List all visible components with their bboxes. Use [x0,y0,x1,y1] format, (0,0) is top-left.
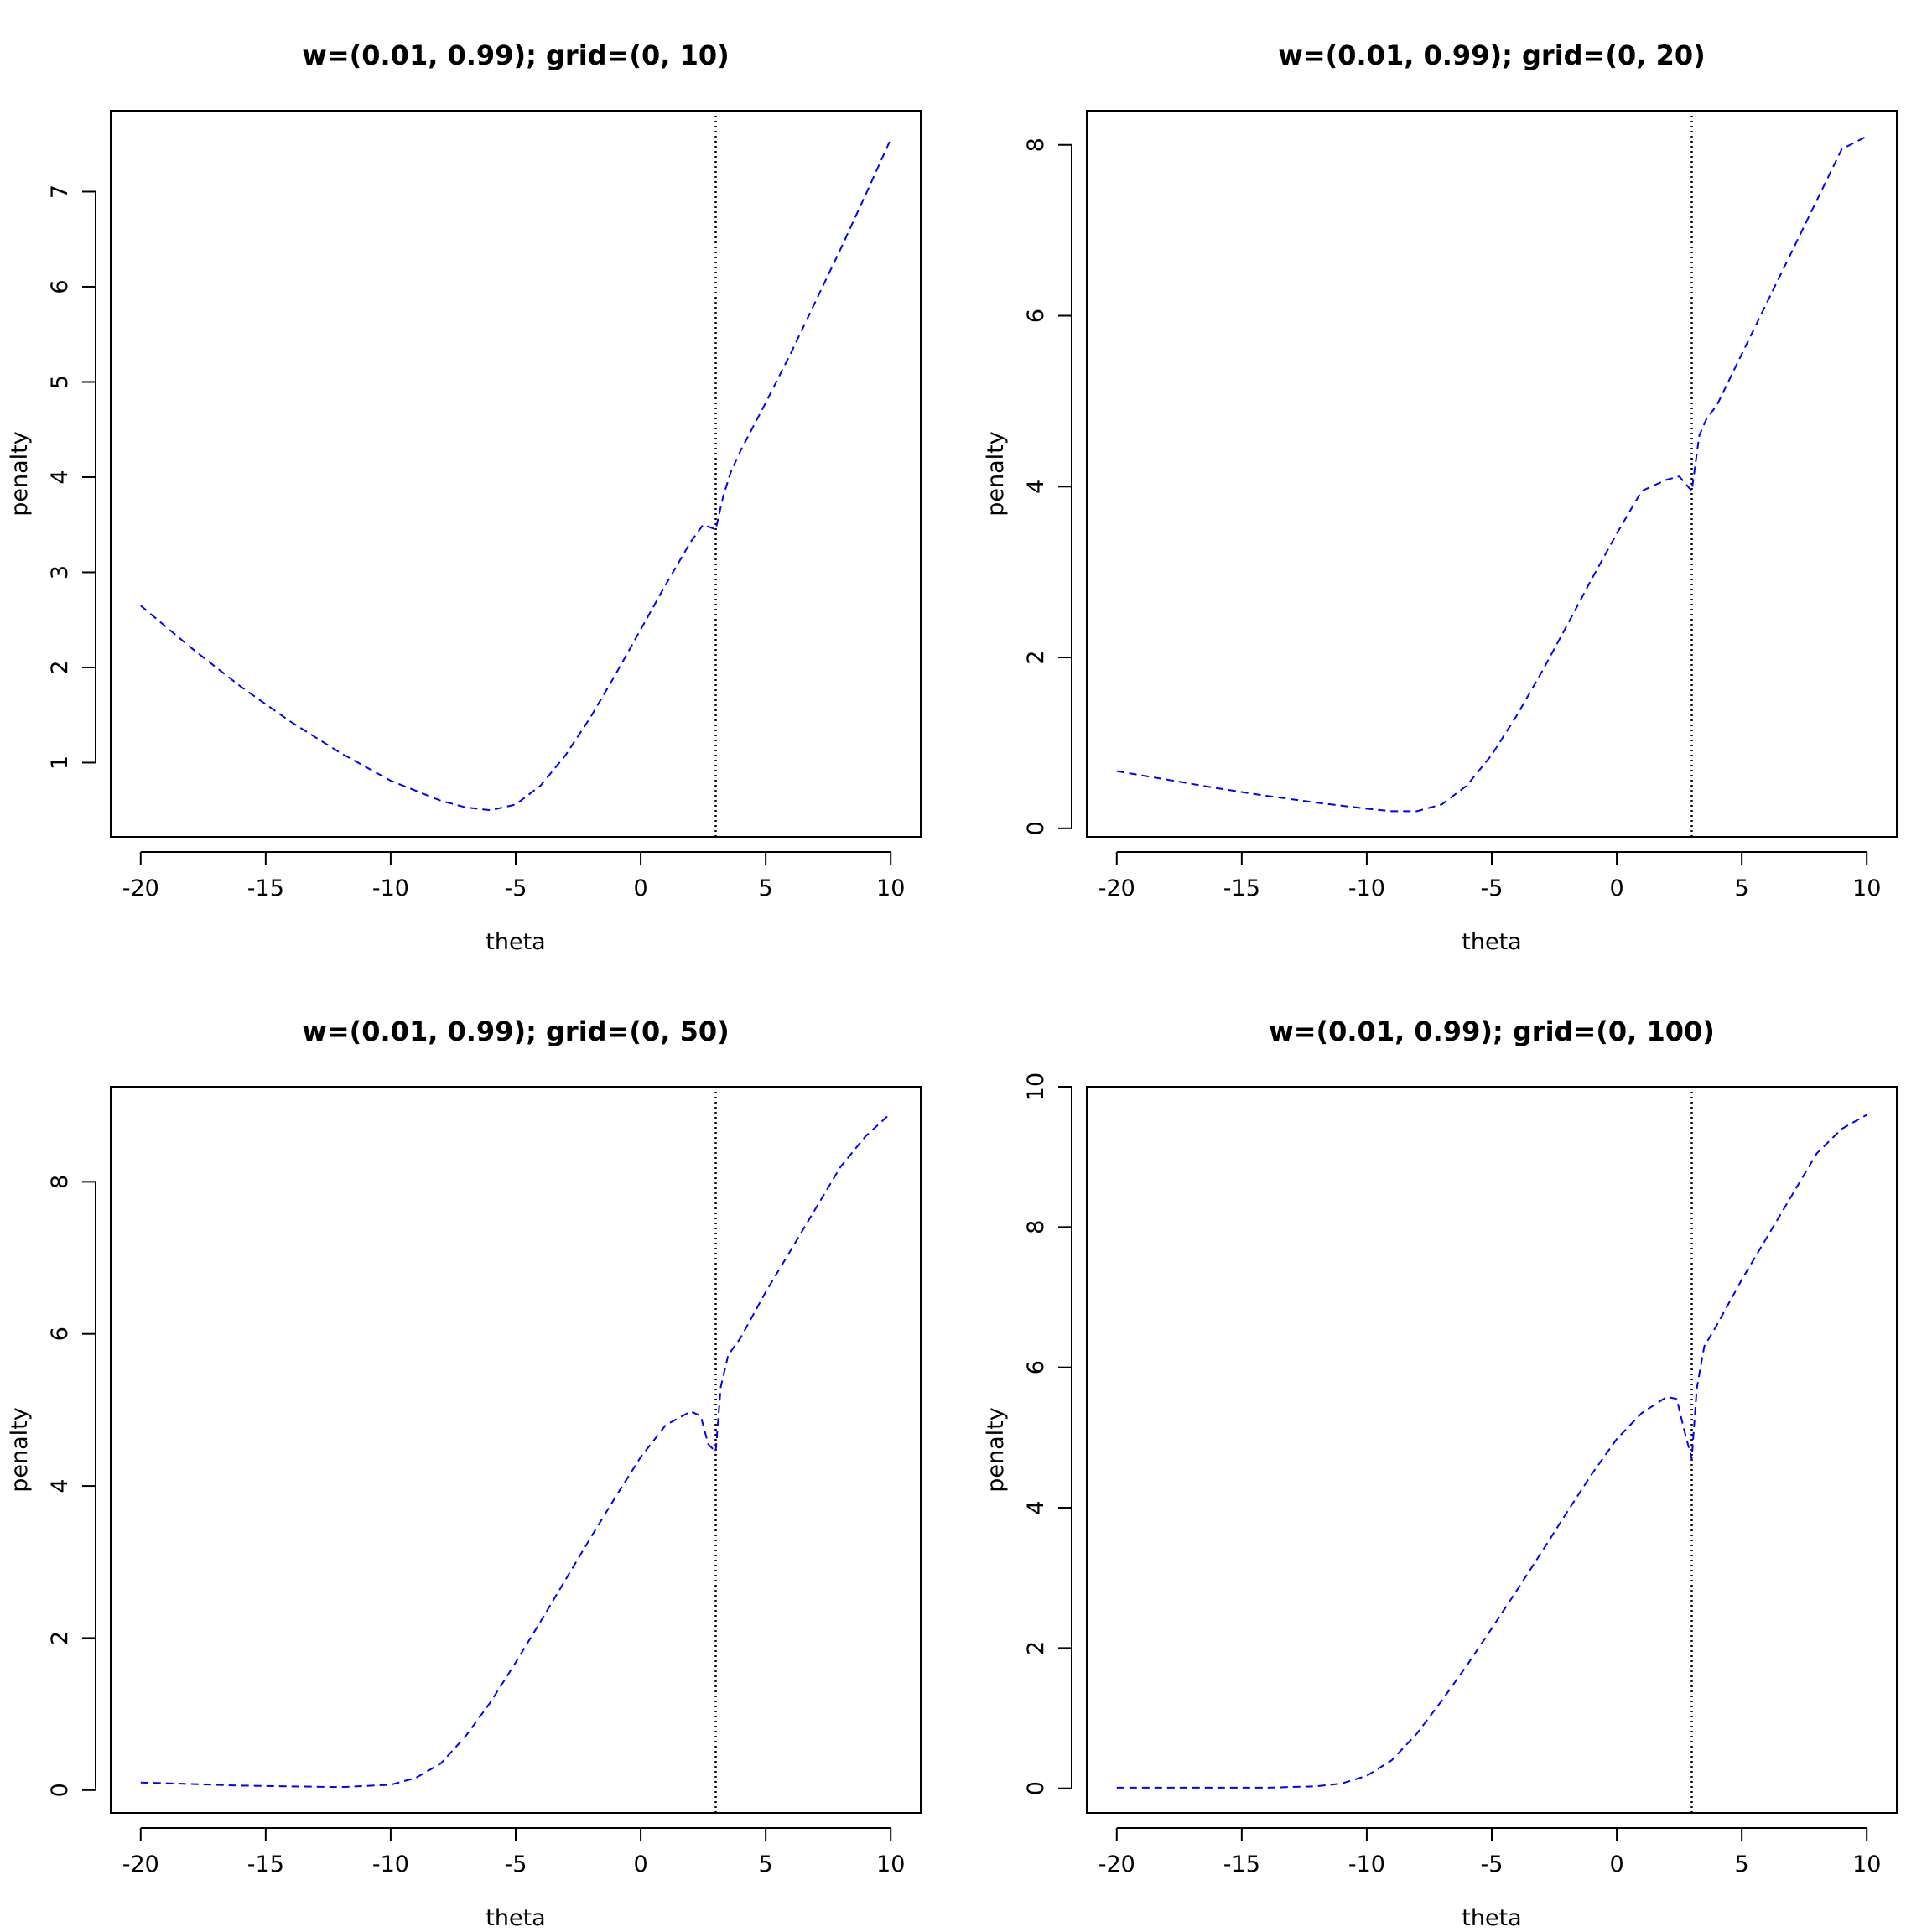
y-tick-label: 5 [47,375,73,389]
series-line [140,1112,891,1789]
x-tick-label: 10 [876,1852,905,1877]
x-tick-label: -15 [247,1852,284,1877]
plot-frame [110,1086,922,1814]
x-tick-label: 10 [1852,875,1881,901]
plot-frame [1086,110,1898,838]
x-tick-label: 5 [1735,875,1749,901]
x-tick-label: -15 [1223,875,1260,901]
y-tick-label: 1 [47,756,73,770]
x-tick-label: 5 [759,875,773,901]
y-tick-label: 4 [1023,1500,1049,1514]
y-tick-label: 3 [47,565,73,579]
x-tick-label: 0 [1609,1852,1623,1877]
x-tick-label: -10 [372,1852,409,1877]
x-tick-label: 10 [876,875,905,901]
x-tick-label: -5 [1481,875,1504,901]
chart-title: w=(0.01, 0.99); grid=(0, 100) [1269,1015,1715,1047]
x-axis-label: theta [1462,929,1521,955]
x-tick-label: 0 [1609,875,1623,901]
y-tick-label: 10 [1023,1072,1049,1101]
x-tick-label: -5 [505,1852,527,1877]
x-tick-label: -10 [1348,1852,1385,1877]
y-axis-label: penalty [983,1407,1009,1492]
y-axis-label: penalty [983,431,1009,516]
plot-frame [1086,1086,1898,1814]
x-tick-label: -20 [1098,875,1135,901]
x-tick-label: -10 [372,875,409,901]
x-axis-label: theta [486,929,545,955]
chart-panel-4: w=(0.01, 0.99); grid=(0, 100) -20 -15 -10 -5… [983,1015,1898,1931]
chart-panel-3: w=(0.01, 0.99); grid=(0, 50) -20 -15 -10 -5 0… [7,1015,922,1931]
y-tick-label: 4 [47,1478,73,1493]
y-tick-label: 4 [47,470,73,484]
y-tick-label: 6 [47,279,73,293]
y-tick-label: 2 [47,660,73,674]
y-tick-label: 2 [47,1631,73,1645]
y-tick-label: 2 [1023,1641,1049,1655]
y-tick-label: 4 [1023,480,1049,494]
x-tick-label: -20 [122,875,159,901]
y-tick-label: 7 [47,184,73,199]
x-tick-label: -20 [1098,1852,1135,1877]
x-tick-label: 0 [633,1852,647,1877]
x-tick-label: -15 [247,875,284,901]
x-tick-label: 5 [1735,1852,1749,1877]
y-tick-label: 2 [1023,650,1049,664]
x-axis-label: theta [1462,1905,1521,1931]
plot-frame [110,110,922,838]
chart-panel-1: w=(0.01, 0.99); grid=(0, 10) -20 -15 -10 -5 0… [7,39,922,955]
y-tick-label: 6 [1023,1360,1049,1374]
series-line [140,138,892,812]
x-axis-label: theta [486,1905,545,1931]
x-tick-label: 0 [633,875,647,901]
x-tick-label: -5 [1481,1852,1504,1877]
y-tick-label: 0 [1023,821,1049,835]
chart-panel-2: w=(0.01, 0.99); grid=(0, 20) -20 -15 -10 -5 0… [983,39,1898,955]
y-tick-label: 0 [47,1783,73,1797]
x-tick-label: 10 [1852,1852,1881,1877]
x-tick-label: -20 [122,1852,159,1877]
y-tick-label: 8 [47,1175,73,1189]
y-tick-label: 6 [47,1327,73,1341]
chart-title: w=(0.01, 0.99); grid=(0, 20) [1278,39,1705,71]
x-tick-label: 5 [759,1852,773,1877]
y-axis-label: penalty [7,1407,33,1492]
x-tick-label: -15 [1223,1852,1260,1877]
y-tick-label: 6 [1023,309,1049,323]
chart-title: w=(0.01, 0.99); grid=(0, 10) [302,39,729,71]
x-tick-label: -5 [505,875,527,901]
y-tick-label: 0 [1023,1781,1049,1795]
y-axis-label: penalty [7,431,33,516]
chart-title: w=(0.01, 0.99); grid=(0, 50) [302,1015,729,1047]
series-line [1116,1114,1867,1789]
y-tick-label: 8 [1023,1220,1049,1234]
x-tick-label: -10 [1348,875,1385,901]
y-tick-label: 8 [1023,138,1049,152]
